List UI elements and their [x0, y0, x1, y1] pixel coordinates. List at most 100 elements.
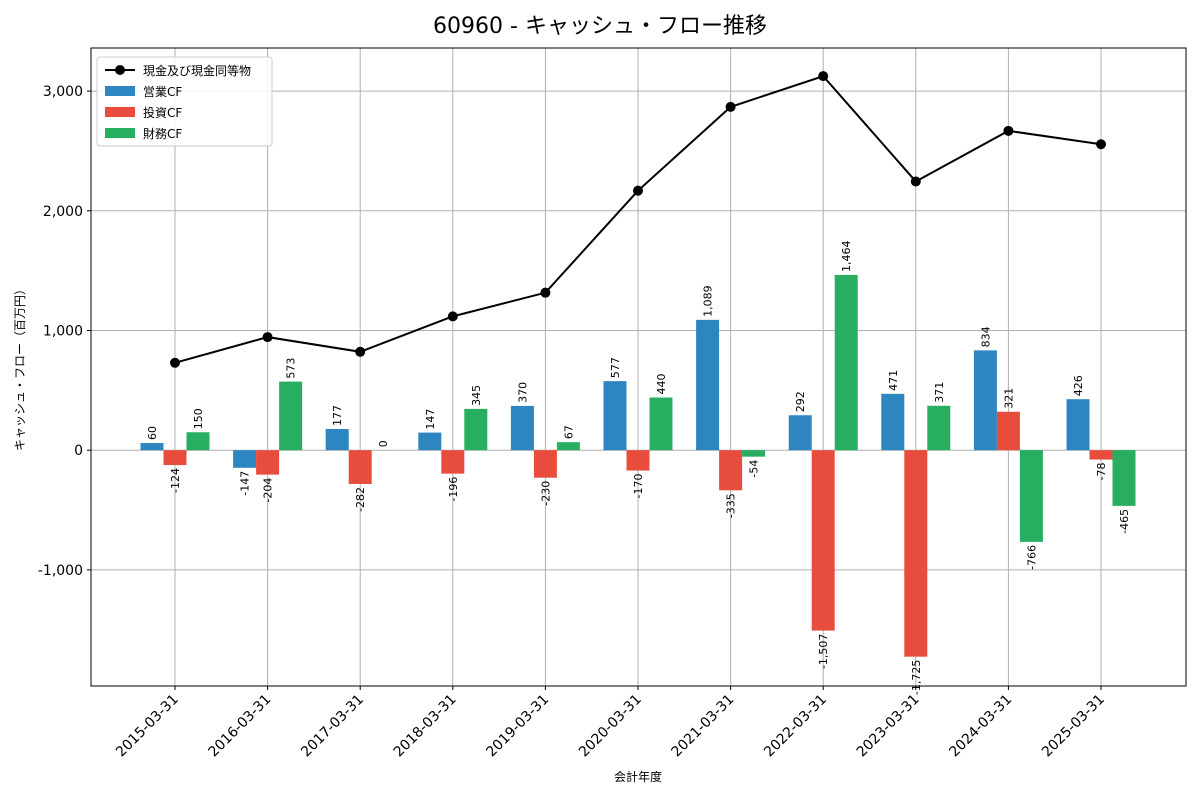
bar [603, 381, 627, 451]
bar [464, 408, 488, 451]
bar [325, 429, 349, 451]
bar [533, 450, 557, 478]
bar [626, 450, 650, 471]
legend-swatch [105, 86, 135, 96]
bar [233, 450, 257, 468]
x-axis-label: 会計年度 [614, 769, 662, 784]
bar [163, 450, 187, 466]
bar-value-label: 177 [331, 405, 344, 426]
x-tick-label: 2024-03-31 [946, 692, 1015, 761]
bar-value-label: 440 [655, 374, 668, 395]
bar-value-label: 292 [794, 391, 807, 412]
cash-point [725, 101, 736, 112]
bar-value-label: 147 [424, 409, 437, 430]
cash-point [447, 311, 458, 322]
bar [996, 411, 1020, 451]
y-tick-label: 3,000 [43, 84, 83, 100]
bar [556, 442, 580, 451]
bar-value-label: -124 [169, 468, 182, 493]
cash-point [262, 332, 273, 343]
cash-point [170, 357, 180, 368]
bar [927, 405, 951, 451]
bar [834, 274, 858, 451]
x-tick-label: 2021-03-31 [669, 692, 738, 761]
bar [649, 397, 673, 451]
bar [186, 432, 210, 451]
bar-value-label: 345 [470, 385, 483, 406]
bar [510, 405, 534, 451]
bar [140, 443, 164, 451]
bar [881, 393, 905, 451]
y-tick-label: 1,000 [43, 323, 83, 339]
line-layer [170, 71, 1106, 368]
legend-label: 営業CF [143, 85, 182, 99]
bar-value-label: 1,464 [840, 240, 853, 272]
bar-value-label: -282 [354, 487, 367, 512]
bar-value-label: 1,089 [702, 285, 715, 317]
bar-value-label: 573 [285, 358, 298, 379]
bar-value-label: -465 [1118, 509, 1131, 534]
bar-value-label: 150 [192, 408, 205, 429]
x-tick-label: 2022-03-31 [761, 692, 830, 761]
x-tick-label: 2016-03-31 [206, 692, 275, 761]
bar-value-label: 371 [933, 382, 946, 403]
bar-value-label: -204 [262, 478, 275, 503]
bar [696, 319, 720, 451]
bar-value-label: -78 [1095, 463, 1108, 481]
bar-value-label: 0 [377, 440, 390, 447]
bar-value-label: -230 [539, 481, 552, 506]
y-tick-label: -1,000 [38, 563, 83, 579]
chart-title: 60960 - キャッシュ・フロー推移 [433, 14, 767, 39]
x-tick-label: 2023-03-31 [854, 692, 923, 761]
bar [441, 450, 465, 474]
legend-swatch-marker [115, 65, 125, 75]
x-tick-label: 2015-03-31 [113, 692, 182, 761]
cash-point [910, 176, 921, 187]
legend-box [96, 56, 273, 147]
bar [279, 381, 303, 451]
bar-value-label: -147 [239, 471, 252, 496]
bar-value-label: -1,507 [817, 634, 830, 669]
cash-point [818, 71, 829, 82]
bar-value-label: -170 [632, 474, 645, 499]
legend-label: 財務CF [143, 126, 182, 141]
bar [904, 450, 928, 657]
x-tick-label: 2019-03-31 [483, 692, 552, 761]
bar [788, 415, 812, 451]
cash-point [540, 287, 551, 298]
bar-value-label: 834 [979, 326, 992, 347]
bar [742, 450, 766, 457]
bar-value-label: 370 [516, 382, 529, 403]
x-tick-label: 2020-03-31 [576, 692, 645, 761]
bar [1066, 399, 1090, 451]
bar-value-label: 67 [562, 425, 575, 439]
bar [811, 450, 835, 631]
bar-value-label: 471 [887, 370, 900, 391]
cash-point [633, 185, 643, 196]
y-tick-label: 0 [74, 443, 83, 459]
cash-point [1003, 125, 1014, 136]
bar [348, 450, 372, 484]
y-axis-label: キャッシュ・フロー（百万円） [13, 283, 27, 451]
legend-label: 現金及び現金同等物 [143, 63, 251, 78]
bar-value-label: 426 [1072, 375, 1085, 396]
bar [973, 350, 997, 451]
bar [1089, 450, 1113, 460]
bar-value-label: -335 [725, 493, 738, 518]
bar [1019, 450, 1043, 542]
bars-layer: 60 -147 177 147 370 577 1,089 292 471 834 426 -124 -… [140, 240, 1136, 695]
legend-swatch [105, 107, 135, 117]
bar-value-label: -766 [1025, 545, 1038, 570]
cash-point [355, 346, 366, 357]
bar [1112, 450, 1136, 506]
bar-value-label: -54 [748, 460, 761, 478]
bar-value-label: 577 [609, 357, 622, 378]
legend-swatch [105, 128, 135, 138]
cash-point [1096, 139, 1106, 150]
bar-value-label: -196 [447, 477, 460, 502]
bar [719, 450, 743, 491]
legend-label: 投資CF [143, 105, 182, 120]
bar [418, 432, 442, 451]
